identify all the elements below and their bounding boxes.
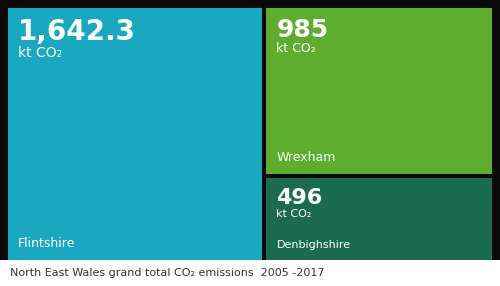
Bar <box>266 178 492 260</box>
Bar <box>8 8 262 260</box>
Text: Denbighshire: Denbighshire <box>276 240 350 250</box>
Text: North East Wales grand total CO₂ emissions  2005 -2017: North East Wales grand total CO₂ emissio… <box>10 268 324 278</box>
Bar <box>266 8 492 174</box>
Text: 985: 985 <box>276 18 328 42</box>
Text: Wrexham: Wrexham <box>276 151 336 164</box>
Text: kt CO₂: kt CO₂ <box>276 42 316 55</box>
Text: Flintshire: Flintshire <box>18 237 76 250</box>
Text: 496: 496 <box>276 188 322 208</box>
Bar <box>0 260 500 286</box>
Text: kt CO₂: kt CO₂ <box>18 46 62 60</box>
Text: 1,642.3: 1,642.3 <box>18 18 136 46</box>
Text: kt CO₂: kt CO₂ <box>276 208 312 219</box>
